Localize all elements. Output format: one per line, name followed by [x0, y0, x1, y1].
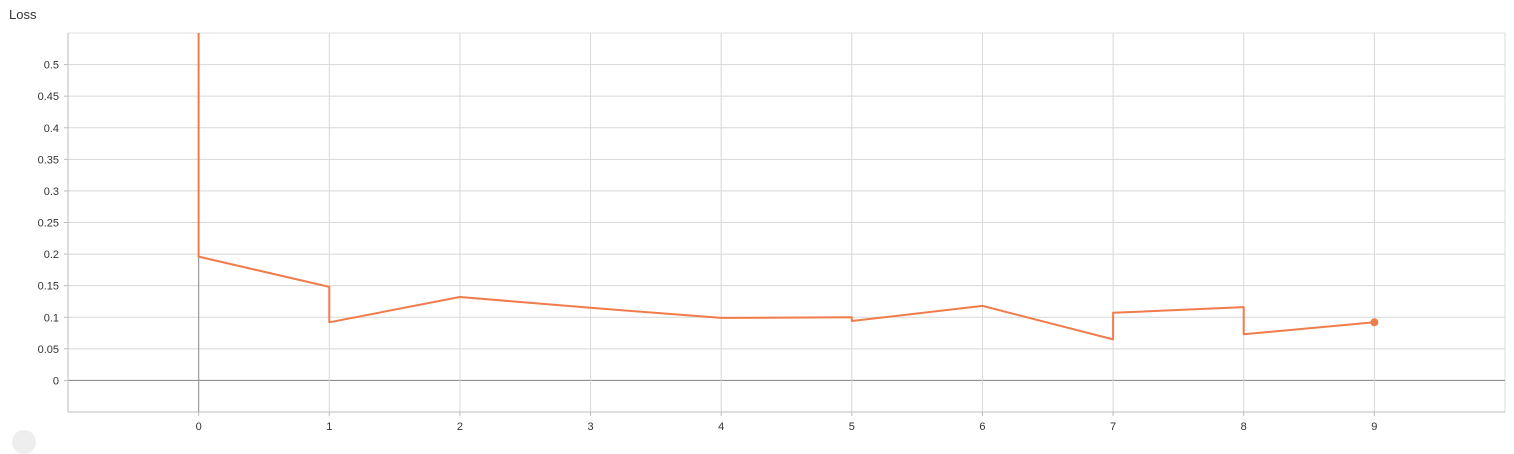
- y-tick-label: 0.25: [38, 218, 59, 230]
- loss-series-line: [197, 33, 1375, 341]
- corner-button[interactable]: [12, 430, 36, 454]
- y-tick-label: 0.2: [44, 249, 59, 261]
- x-tick-label: 4: [718, 421, 724, 433]
- x-tick-label: 3: [587, 421, 593, 433]
- y-tick-label: 0.45: [38, 91, 59, 103]
- x-tick-label: 6: [979, 421, 985, 433]
- y-tick-label: 0.35: [38, 154, 59, 166]
- x-tick-label: 9: [1371, 421, 1377, 433]
- y-tick-label: 0: [53, 375, 59, 387]
- chart-title: Loss: [9, 7, 37, 22]
- x-tick-label: 0: [196, 421, 202, 433]
- x-tick-label: 7: [1110, 421, 1116, 433]
- x-tick-label: 8: [1241, 421, 1247, 433]
- y-tick-label: 0.5: [44, 60, 59, 72]
- y-tick-label: 0.4: [44, 123, 59, 135]
- y-tick-label: 0.15: [38, 281, 59, 293]
- y-tick-label: 0.3: [44, 186, 59, 198]
- x-tick-label: 1: [326, 421, 332, 433]
- y-tick-label: 0.05: [38, 344, 59, 356]
- loss-chart: 0 0.05 0.1 0.15 0.2 0.25 0.3 0.35 0.4 0.45 0.5 0 1 2 3…: [38, 32, 1506, 433]
- last-point-marker: [1370, 318, 1379, 327]
- x-tick-label: 5: [849, 421, 855, 433]
- y-tick-label: 0.1: [44, 312, 59, 324]
- x-tick-label: 2: [457, 421, 463, 433]
